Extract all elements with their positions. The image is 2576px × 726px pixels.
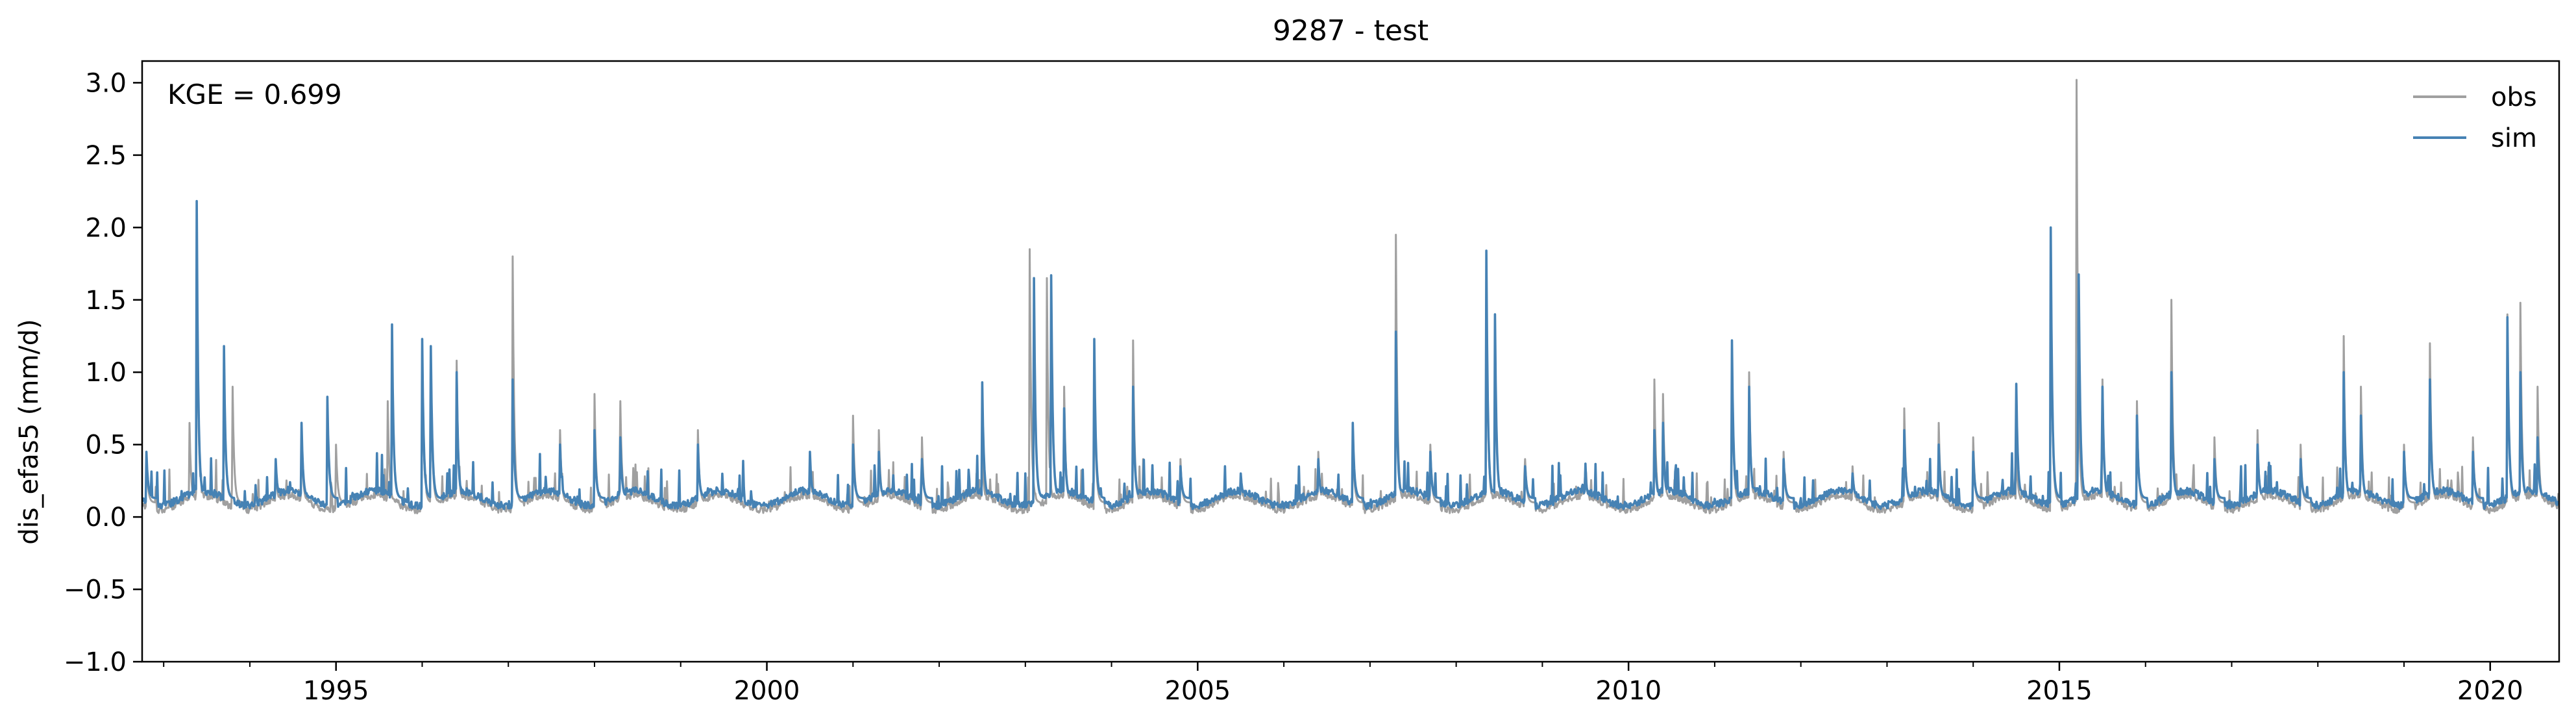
y-tick-label: 1.0 xyxy=(85,358,127,388)
chart-title: 9287 - test xyxy=(1273,14,1429,47)
plot-area xyxy=(142,79,2559,514)
x-axis-ticks: 1995 2000 2005 2010 2015 2020 xyxy=(163,662,2523,706)
x-tick-label: 2020 xyxy=(2457,676,2523,706)
plot-frame xyxy=(141,60,2560,663)
y-tick-label: 2.5 xyxy=(85,141,127,171)
y-tick-label: 1.5 xyxy=(85,286,127,316)
y-axis-label: dis_efas5 (mm/d) xyxy=(14,319,44,545)
y-tick-label: 3.0 xyxy=(85,68,127,98)
y-tick-label: 0.5 xyxy=(85,431,127,460)
series-line-sim xyxy=(142,199,2559,510)
x-tick-label: 1995 xyxy=(303,676,369,706)
y-axis-ticks: −1.0 −0.5 0.0 0.5 1.0 1.5 2.0 2.5 3.0 xyxy=(64,68,142,677)
x-tick-label: 2010 xyxy=(1595,676,1662,706)
x-tick-label: 2005 xyxy=(1164,676,1231,706)
x-tick-label: 2015 xyxy=(2026,676,2092,706)
x-tick-label: 2000 xyxy=(734,676,800,706)
y-tick-label: 0.0 xyxy=(85,503,127,532)
y-tick-label: 2.0 xyxy=(85,213,127,243)
legend-sim-label: sim xyxy=(2491,123,2537,153)
y-tick-label: −0.5 xyxy=(64,575,127,605)
series-line-obs xyxy=(142,79,2559,514)
legend-obs-label: obs xyxy=(2491,82,2537,112)
legend: obs sim xyxy=(2413,82,2537,153)
y-tick-label: −1.0 xyxy=(64,647,127,677)
kge-annotation: KGE = 0.699 xyxy=(167,79,342,110)
